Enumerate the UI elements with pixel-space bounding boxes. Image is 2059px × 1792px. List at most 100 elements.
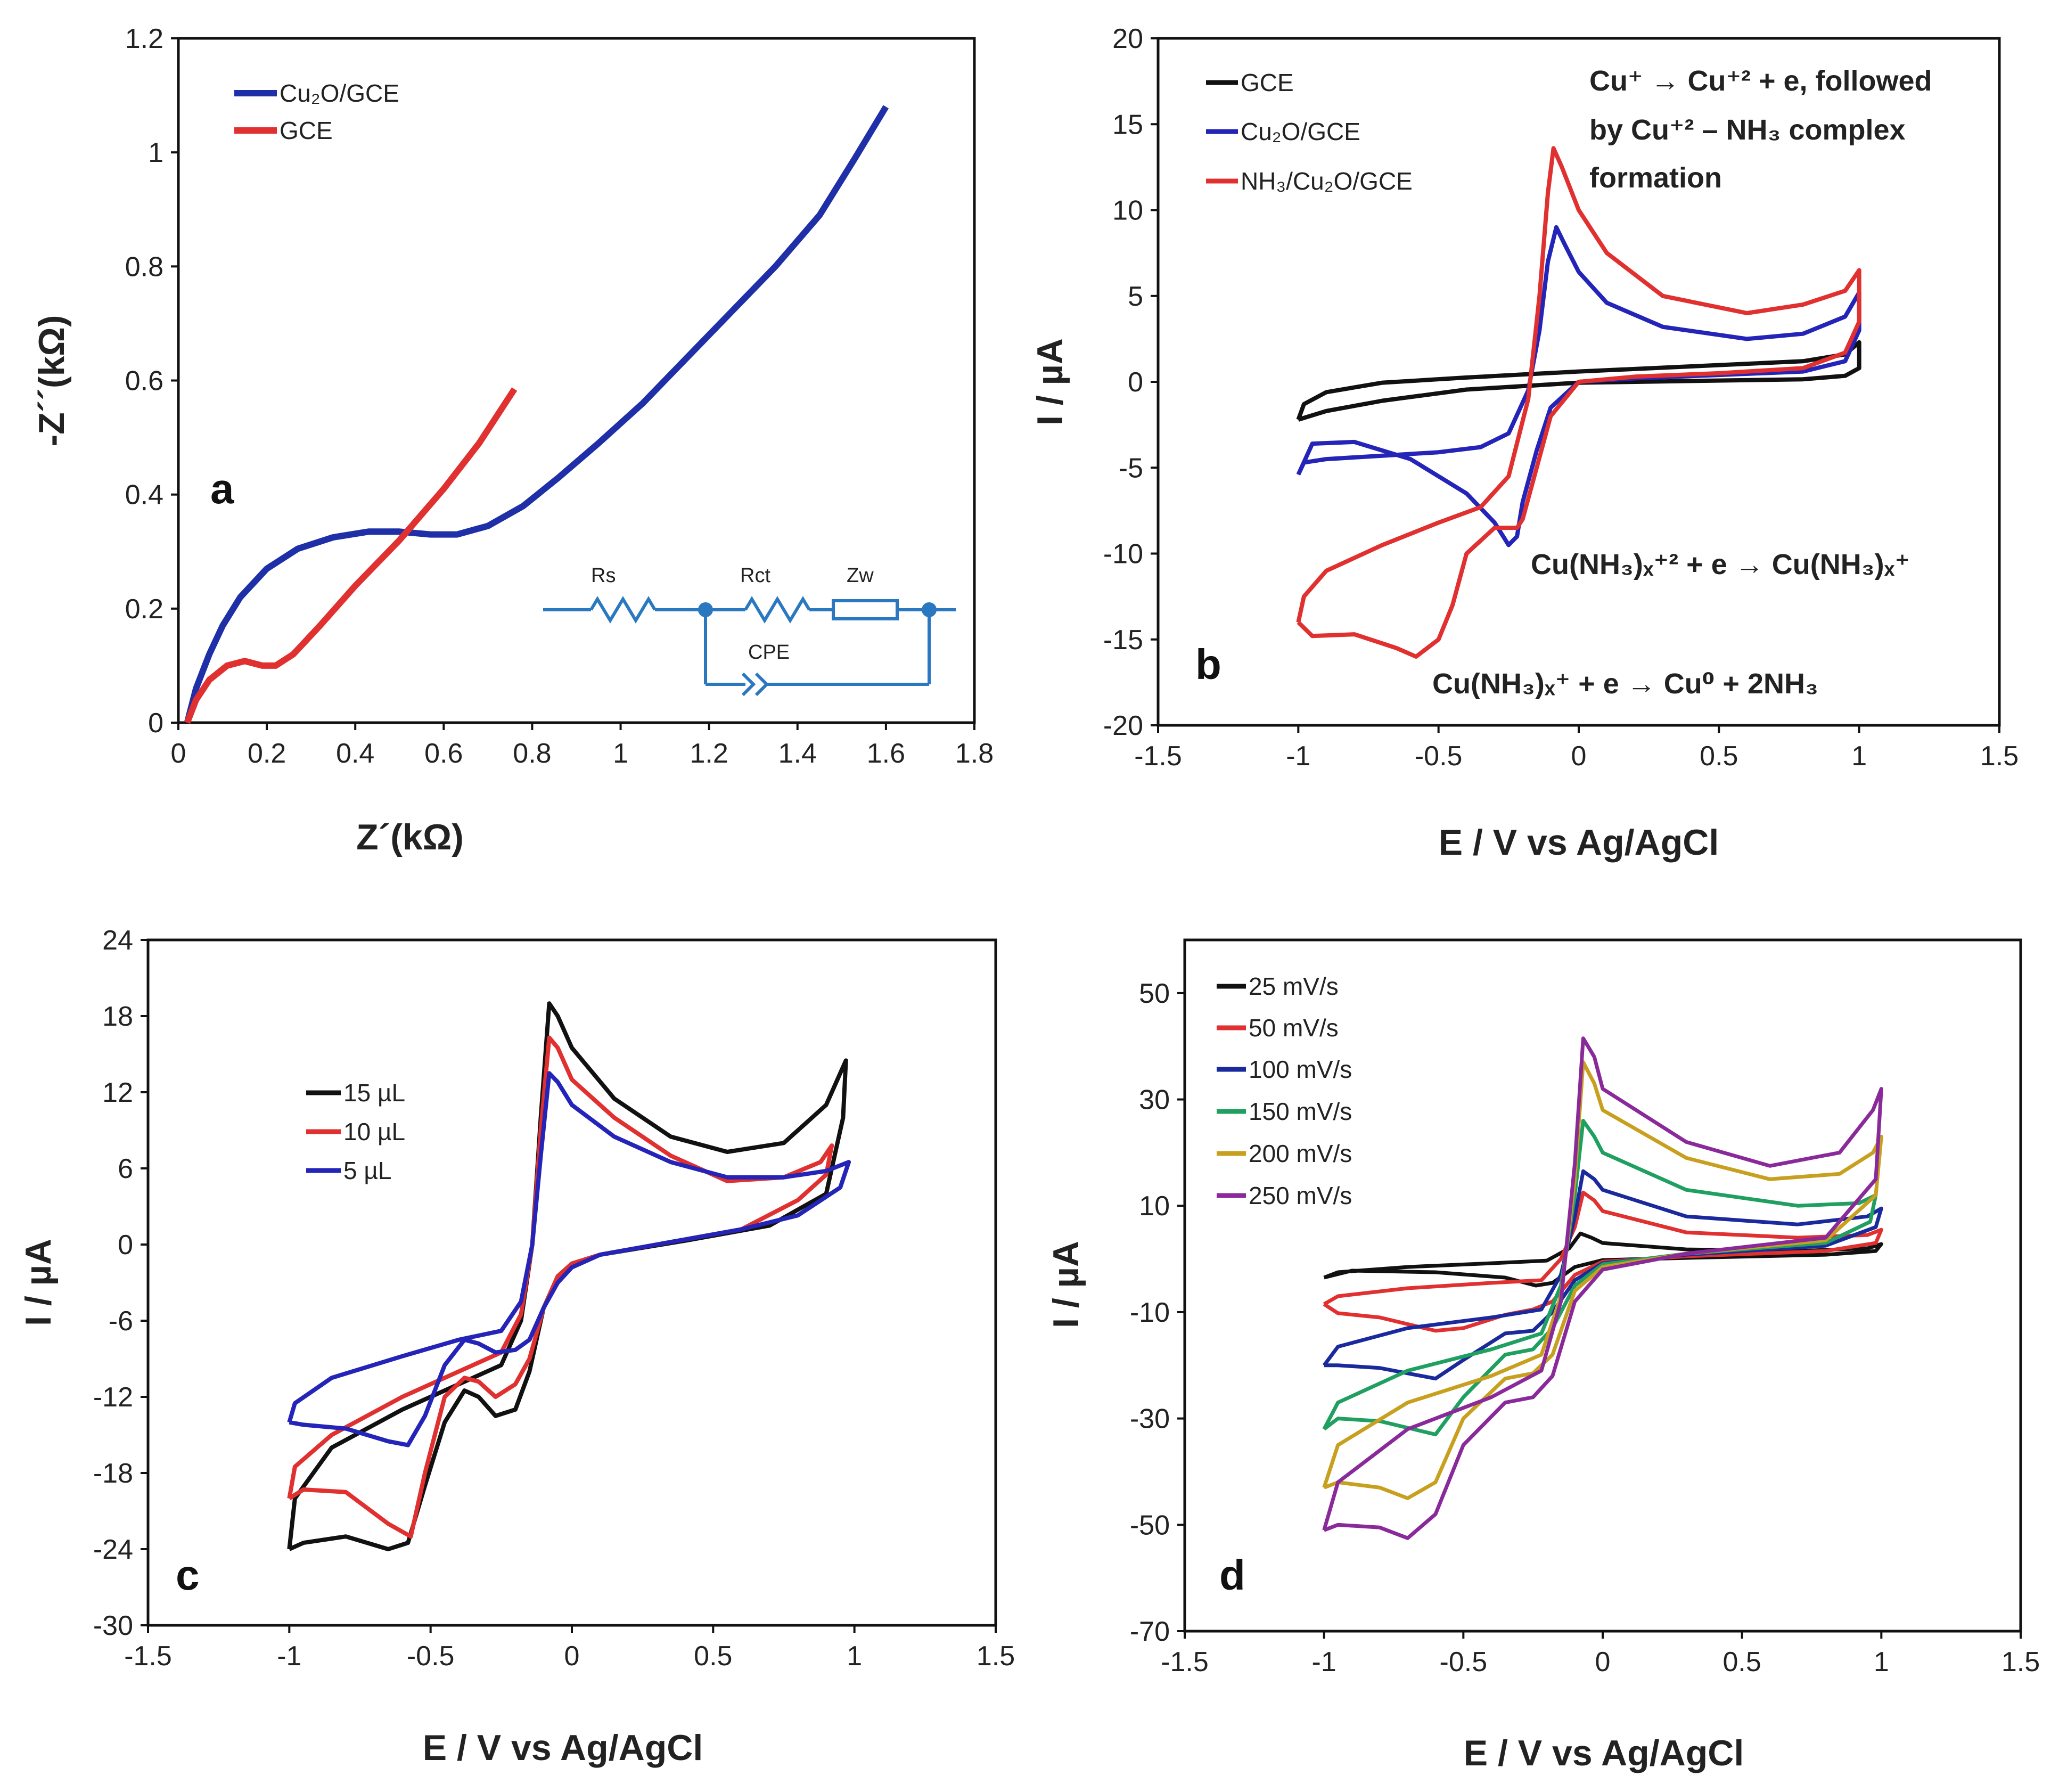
legend-label: Cu₂O/GCE <box>1241 118 1360 145</box>
panel-label-d: d <box>1219 1551 1245 1599</box>
annotation-reduction-2: Cu(NH₃)ₓ⁺ + e → Cu⁰ + 2NH₃ <box>1432 668 1818 700</box>
x-axis-label: E / V vs Ag/AgCl <box>423 1728 703 1768</box>
annotation-oxidation: Cu⁺ → Cu⁺² + e, followed <box>1589 65 1932 97</box>
y-tick-label: -5 <box>1119 453 1143 484</box>
y-tick-label: 0.8 <box>125 251 163 282</box>
x-tick-label: 0 <box>1571 741 1587 772</box>
annotation-reduction-1: Cu(NH₃)ₓ⁺² + e → Cu(NH₃)ₓ⁺ <box>1531 549 1910 580</box>
y-tick-label: 0.6 <box>125 366 163 397</box>
x-tick-label: -0.5 <box>407 1641 455 1672</box>
y-tick-label: 0 <box>148 708 163 739</box>
series-line-25mvs <box>1323 1231 1883 1288</box>
legend-label: 50 mV/s <box>1249 1014 1339 1042</box>
series-line-50mvs <box>1323 1190 1883 1333</box>
x-tick-label: 0 <box>171 738 186 769</box>
cpe-element <box>741 672 756 697</box>
y-axis-label: I / µA <box>1046 1241 1086 1328</box>
panel-d: -1.5 -1 -0.5 0 0.5 1 1.5 -70 -50 -30 -10 10 30 50 E /… <box>1046 938 2040 1773</box>
x-tick-label: -1 <box>1312 1647 1336 1678</box>
legend-label: 15 µL <box>343 1079 405 1107</box>
x-axis-label: Z´(kΩ) <box>356 817 464 857</box>
series-line-200mvs <box>1322 1060 1883 1500</box>
legend: GCE Cu₂O/GCE NH₃/Cu₂O/GCE <box>1206 69 1413 195</box>
y-axis-label: I / µA <box>1030 338 1070 426</box>
x-tick-label: -1.5 <box>1161 1647 1209 1678</box>
circuit-label-rct: Rct <box>740 564 770 587</box>
legend-label: 250 mV/s <box>1249 1182 1352 1209</box>
x-tick-label: 1.5 <box>2001 1647 2040 1678</box>
y-tick-label: 15 <box>1112 109 1143 140</box>
y-tick-label: 18 <box>102 1001 133 1032</box>
legend-label: 10 µL <box>343 1118 405 1145</box>
legend: 25 mV/s 50 mV/s 100 mV/s 150 mV/s 200 mV… <box>1217 972 1352 1209</box>
y-tick-label: -12 <box>93 1382 133 1413</box>
x-tick-label: 1.4 <box>778 738 817 769</box>
x-tick-label: 1 <box>847 1641 862 1672</box>
resistor-rs <box>589 596 657 624</box>
y-tick-label: 20 <box>1112 23 1143 54</box>
legend-label: 5 µL <box>343 1157 391 1184</box>
annotation-oxidation: formation <box>1589 162 1722 194</box>
equivalent-circuit <box>543 596 956 697</box>
x-tick-label: 0.2 <box>248 738 286 769</box>
y-tick-label: 0.2 <box>125 594 163 625</box>
panel-a: 0 0.2 0.4 0.6 0.8 1 1.2 1.4 1.6 1.8 0 0.2 0.4 0.6 0.8 1… <box>31 23 994 857</box>
y-tick-label: -10 <box>1130 1297 1170 1328</box>
annotation-oxidation: by Cu⁺² – NH₃ complex <box>1589 114 1906 146</box>
legend-label: 100 mV/s <box>1249 1055 1352 1083</box>
x-tick-label: 0.5 <box>694 1641 732 1672</box>
y-tick-label: 10 <box>1139 1191 1170 1222</box>
resistor-rct <box>744 596 811 624</box>
legend: Cu₂O/GCE GCE <box>234 79 399 144</box>
x-tick-label: -1.5 <box>1134 741 1182 772</box>
x-tick-label: 0.8 <box>513 738 551 769</box>
x-tick-label: 0.5 <box>1723 1647 1761 1678</box>
y-tick-label: -15 <box>1103 625 1143 656</box>
legend-label: Cu₂O/GCE <box>280 79 399 107</box>
legend-label: GCE <box>1241 69 1294 96</box>
y-tick-label: 30 <box>1139 1085 1170 1116</box>
legend-label: 200 mV/s <box>1249 1140 1352 1167</box>
series-line-cu2o-gce <box>184 105 889 724</box>
circuit-label-zw: Zw <box>847 564 874 587</box>
y-tick-label: 0 <box>1128 367 1143 398</box>
x-axis-label: E / V vs Ag/AgCl <box>1464 1733 1744 1773</box>
series-line-5ul <box>287 1071 851 1447</box>
y-tick-label: -6 <box>109 1306 133 1337</box>
x-tick-label: 0 <box>564 1641 580 1672</box>
y-tick-label: -18 <box>93 1458 133 1489</box>
x-tick-label: 1.5 <box>1980 741 2019 772</box>
y-tick-label: -70 <box>1130 1616 1170 1647</box>
series-line-gce <box>1296 340 1861 422</box>
panel-label-a: a <box>210 465 234 512</box>
x-tick-label: 1 <box>1874 1647 1889 1678</box>
series-line-gce <box>184 387 518 724</box>
y-tick-label: 0 <box>118 1230 133 1261</box>
x-axis-label: E / V vs Ag/AgCl <box>1439 822 1719 863</box>
x-tick-label: -1.5 <box>124 1641 172 1672</box>
legend: 15 µL 10 µL 5 µL <box>306 1079 405 1184</box>
x-tick-label: 1 <box>613 738 628 769</box>
x-tick-label: 1.8 <box>955 738 994 769</box>
y-tick-label: 10 <box>1112 195 1143 226</box>
x-tick-label: 1.5 <box>977 1641 1015 1672</box>
y-tick-label: -20 <box>1103 710 1143 741</box>
series-line-cu2o-gce <box>1296 225 1861 547</box>
panel-label-c: c <box>176 1551 200 1599</box>
y-tick-label: 50 <box>1139 978 1170 1009</box>
x-tick-label: 1 <box>1851 741 1867 772</box>
series-line-nh3-cu2o-gce <box>1296 146 1861 659</box>
y-tick-label: -30 <box>1130 1404 1170 1435</box>
series-line-10ul <box>287 1035 834 1539</box>
y-tick-label: 12 <box>102 1077 133 1108</box>
legend-label: NH₃/Cu₂O/GCE <box>1241 167 1413 195</box>
panel-label-b: b <box>1195 641 1221 688</box>
y-tick-label: 5 <box>1128 281 1143 312</box>
x-tick-label: -1 <box>1286 741 1310 772</box>
panel-c: -1.5 -1 -0.5 0 0.5 1 1.5 -30 -24 -18 -12 -6 0 6 12 18 24… <box>18 925 1015 1768</box>
y-tick-label: 0.4 <box>125 480 163 511</box>
y-tick-label: 1 <box>148 137 163 168</box>
x-tick-label: 0.5 <box>1700 741 1738 772</box>
x-tick-label: 0 <box>1595 1647 1611 1678</box>
